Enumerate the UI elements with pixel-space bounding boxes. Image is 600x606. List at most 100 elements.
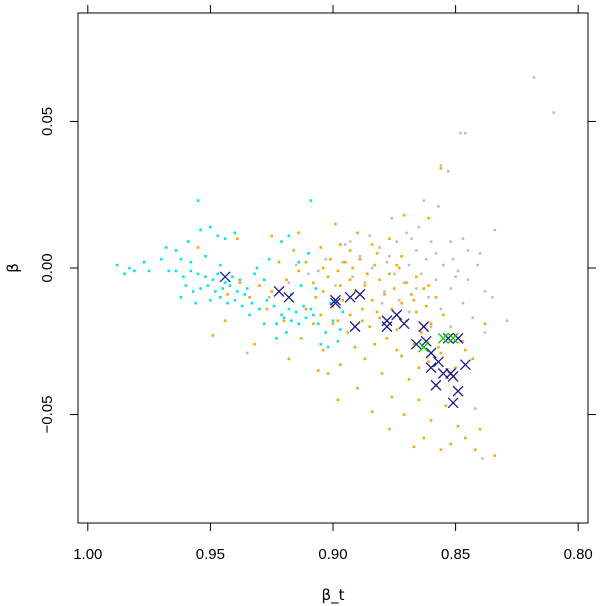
data-point-stroke <box>329 294 341 306</box>
data-point-s0-44 <box>483 290 487 293</box>
data-point-s1-72 <box>336 398 340 402</box>
data-point-s0-27 <box>476 263 479 267</box>
data-point-s1-1 <box>402 213 406 217</box>
data-point-s2-86 <box>160 257 163 261</box>
data-point-s1-81 <box>439 448 443 452</box>
data-point-s1-80 <box>412 445 416 449</box>
data-point-x-s4-1 <box>437 332 449 344</box>
data-point-s1-119 <box>353 345 357 349</box>
data-point-s2-54 <box>304 316 308 320</box>
data-point-s1-46 <box>415 310 418 314</box>
data-point-s1-54 <box>419 331 423 334</box>
data-point-s1-59 <box>464 348 467 352</box>
data-point-s2-8 <box>196 199 200 202</box>
data-point-s2-47 <box>294 310 298 314</box>
data-point-s0-9 <box>493 228 497 232</box>
data-point-s1-31 <box>363 284 367 287</box>
data-point-stroke <box>391 309 403 321</box>
data-point-s1-95 <box>253 342 256 346</box>
data-point-s1-77 <box>388 427 391 431</box>
data-point-s0-68 <box>481 457 484 460</box>
y-axis-title: β <box>4 263 22 273</box>
data-point-s2-52 <box>290 319 293 323</box>
data-point-s0-46 <box>397 298 401 302</box>
data-point-s0-59 <box>287 281 291 284</box>
data-point-s2-79 <box>341 310 345 314</box>
data-point-s2-6 <box>174 249 178 252</box>
data-point-s2-13 <box>233 231 237 235</box>
data-point-s0-7 <box>437 205 440 208</box>
data-point-x-s3-19 <box>430 379 442 391</box>
data-point-s2-46 <box>287 307 291 311</box>
data-point-s1-98 <box>196 246 200 249</box>
data-point-s1-23 <box>388 272 391 276</box>
data-point-s2-29 <box>214 290 217 293</box>
data-point-s2-81 <box>314 287 318 290</box>
data-point-s1-66 <box>407 378 411 381</box>
data-point-s2-33 <box>243 293 247 296</box>
plot-frame <box>77 12 589 524</box>
data-point-s1-69 <box>390 395 394 399</box>
data-point-x-s3-21 <box>452 385 464 397</box>
data-point-s0-49 <box>407 310 411 314</box>
data-point-s0-25 <box>385 260 389 264</box>
data-point-s2-22 <box>223 281 227 284</box>
data-point-s1-68 <box>356 386 359 390</box>
data-point-s1-29 <box>312 281 315 284</box>
data-point-s0-35 <box>351 275 354 279</box>
data-point-s2-4 <box>142 260 146 264</box>
data-point-s0-22 <box>358 254 362 258</box>
data-point-s2-5 <box>164 246 168 249</box>
data-point-s1-4 <box>334 222 337 226</box>
data-point-s2-21 <box>216 272 220 276</box>
data-point-x-s3-25 <box>442 332 454 344</box>
data-point-s1-13 <box>329 257 332 261</box>
data-point-s0-41 <box>449 287 452 290</box>
data-point-stroke <box>447 397 459 409</box>
data-point-s2-70 <box>280 240 283 243</box>
data-point-s1-115 <box>483 322 487 325</box>
data-point-s2-53 <box>297 322 300 325</box>
data-point-s1-24 <box>415 275 418 279</box>
data-point-s0-63 <box>491 296 494 299</box>
data-point-s2-44 <box>272 304 276 308</box>
data-point-s2-78 <box>248 313 251 317</box>
data-point-s1-101 <box>297 231 300 235</box>
data-point-s2-42 <box>258 307 261 311</box>
data-point-s0-71 <box>388 254 391 258</box>
data-point-x-s3-26 <box>452 332 464 344</box>
data-point-x-s3-15 <box>432 356 444 368</box>
data-point-s2-48 <box>302 304 305 308</box>
data-point-s1-112 <box>439 351 443 355</box>
data-point-s1-21 <box>336 269 340 273</box>
data-point-s1-38 <box>434 296 438 299</box>
data-point-s1-20 <box>297 269 300 273</box>
data-point-s0-23 <box>451 257 455 261</box>
data-point-s0-24 <box>424 257 428 261</box>
data-point-s0-61 <box>245 351 249 355</box>
data-point-s1-78 <box>422 436 426 440</box>
data-point-s1-117 <box>395 348 399 352</box>
data-point-x-s3-7 <box>349 321 361 333</box>
y-tick-label-2: 0.05 <box>39 107 56 136</box>
data-point-s2-62 <box>336 339 340 343</box>
data-point-s0-38 <box>402 281 406 284</box>
data-point-s2-7 <box>187 240 190 243</box>
data-point-s1-124 <box>319 313 323 317</box>
data-point-s2-49 <box>309 307 313 311</box>
data-point-s1-42 <box>424 304 428 308</box>
data-point-s0-2 <box>459 131 462 135</box>
data-point-s2-11 <box>216 234 220 238</box>
data-point-s2-71 <box>287 234 291 238</box>
data-point-x-s3-10 <box>391 309 403 321</box>
data-point-s0-36 <box>466 278 470 282</box>
data-point-s0-14 <box>395 240 399 243</box>
data-point-s0-11 <box>368 234 372 238</box>
data-point-s2-34 <box>179 296 183 299</box>
data-point-x-s4-2 <box>447 332 459 344</box>
data-point-s1-99 <box>236 237 239 240</box>
data-point-s1-30 <box>339 284 342 287</box>
x-tick-label-0: 1.00 <box>73 546 102 563</box>
data-point-x-s3-18 <box>437 368 449 379</box>
